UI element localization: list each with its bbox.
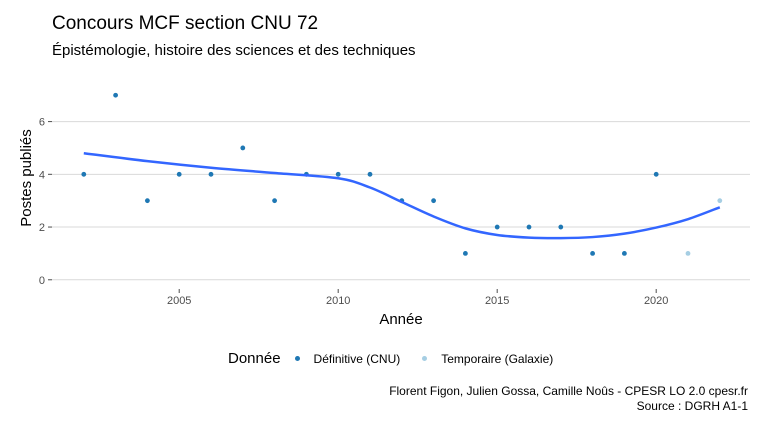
- legend-item-temporaire: Temporaire (Galaxie): [422, 352, 553, 366]
- data-point-definitive: [462, 251, 468, 256]
- legend-label-temporaire: Temporaire (Galaxie): [441, 351, 554, 366]
- grid: [52, 121, 750, 281]
- data-point-definitive: [208, 171, 214, 177]
- data-point-definitive: [367, 171, 373, 177]
- legend: Donnée Définitive (CNU) Temporaire (Gala…: [228, 350, 575, 367]
- data-point-definitive: [526, 224, 532, 230]
- caption-source: Source : DGRH A1-1: [636, 399, 748, 413]
- y-axis-title: Postes publiés: [18, 129, 35, 227]
- y-tick-label: 2: [39, 222, 45, 234]
- legend-item-definitive: Définitive (CNU): [294, 351, 401, 366]
- x-axis-title: Année: [379, 311, 422, 328]
- chart-title: Concours MCF section CNU 72: [52, 13, 319, 34]
- x-tick-label: 2010: [326, 295, 350, 307]
- data-point-definitive: [81, 171, 87, 177]
- data-point-definitive: [335, 171, 341, 177]
- data-point-definitive: [494, 224, 500, 230]
- data-point-definitive: [240, 145, 246, 151]
- data-point-definitive: [653, 171, 659, 177]
- y-tick-label: 4: [39, 169, 45, 181]
- chart-subtitle: Épistémologie, histoire des sciences et …: [52, 42, 416, 59]
- data-point-temporaire: [685, 251, 691, 256]
- data-point-definitive: [590, 251, 595, 256]
- x-tick-label: 2020: [644, 295, 668, 307]
- y-axis: 0 2 4 6: [39, 117, 52, 287]
- y-tick-label: 6: [39, 117, 45, 129]
- caption-authors: Florent Figon, Julien Gossa, Camille Noû…: [389, 384, 748, 398]
- chart-svg: 0 2 4 6 2005 2010 2015 2020 Année Postes publi…: [18, 92, 750, 328]
- smooth-trend-line: [83, 151, 721, 240]
- data-point-temporaire: [717, 198, 723, 204]
- data-point-definitive: [621, 251, 627, 256]
- data-point-definitive: [431, 198, 436, 204]
- data-point-definitive: [144, 198, 150, 204]
- x-tick-label: 2005: [167, 295, 191, 307]
- legend-dot-definitive: [294, 356, 300, 361]
- data-point-definitive: [113, 92, 118, 98]
- data-point-definitive: [272, 198, 277, 204]
- data-point-definitive: [558, 224, 564, 230]
- data-points: [81, 92, 723, 256]
- legend-label-definitive: Définitive (CNU): [313, 351, 401, 366]
- data-point-definitive: [176, 171, 182, 177]
- legend-title: Donnée: [228, 350, 281, 367]
- legend-dot-temporaire: [422, 356, 428, 361]
- x-tick-label: 2015: [485, 295, 509, 307]
- y-tick-label: 0: [39, 275, 45, 287]
- caption: Florent Figon, Julien Gossa, Camille Noû…: [389, 384, 748, 414]
- x-axis: 2005 2010 2015 2020: [167, 289, 668, 307]
